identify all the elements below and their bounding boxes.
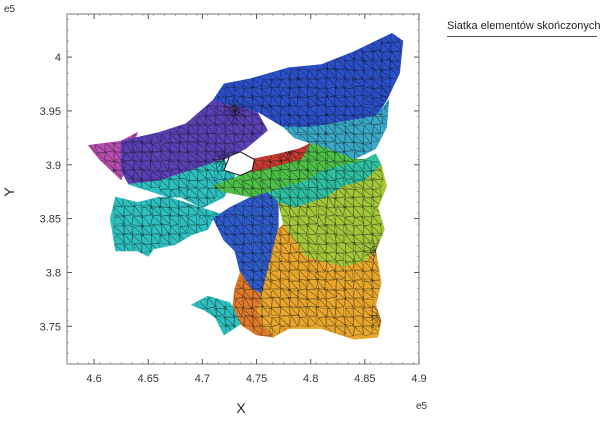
x-axis-title: X [236, 400, 246, 416]
x-tick-label: 4.75 [246, 373, 267, 385]
x-tick-label: 4.8 [303, 373, 318, 385]
legend-entry-label: Siatka elementów skończonych [447, 20, 601, 32]
y-tick-label: 3.85 [40, 214, 61, 226]
mesh-layer [87, 32, 404, 340]
x-axis-exponent: e5 [416, 401, 428, 412]
y-tick-label: 3.8 [46, 267, 61, 279]
x-tick-label: 4.9 [411, 373, 426, 385]
y-axis-title: Y [1, 187, 17, 197]
x-tick-label: 4.7 [195, 373, 210, 385]
x-tick-label: 4.65 [138, 373, 159, 385]
y-tick-label: 3.95 [40, 106, 61, 118]
y-axis-exponent: e5 [4, 4, 16, 15]
mesh-region-3 [212, 32, 404, 128]
axis-layer: 4.6 4.65 4.7 4.75 4.8 4.85 4.9 3.75 3.8 3.85 3.9 3.… [40, 14, 427, 385]
legend-entry-line [447, 36, 597, 37]
legend: Siatka elementów skończonych [447, 20, 601, 37]
y-tick-label: 4 [55, 52, 61, 64]
x-tick-label: 4.85 [354, 373, 375, 385]
mesh-edges [88, 33, 402, 337]
refinement-ring-1 [229, 105, 241, 117]
x-tick-label: 4.6 [86, 373, 101, 385]
y-tick-label: 3.75 [40, 321, 61, 333]
y-tick-label: 3.9 [46, 160, 61, 172]
refinement-cluster-1 [222, 99, 247, 123]
mesh-hole-1 [223, 151, 255, 177]
